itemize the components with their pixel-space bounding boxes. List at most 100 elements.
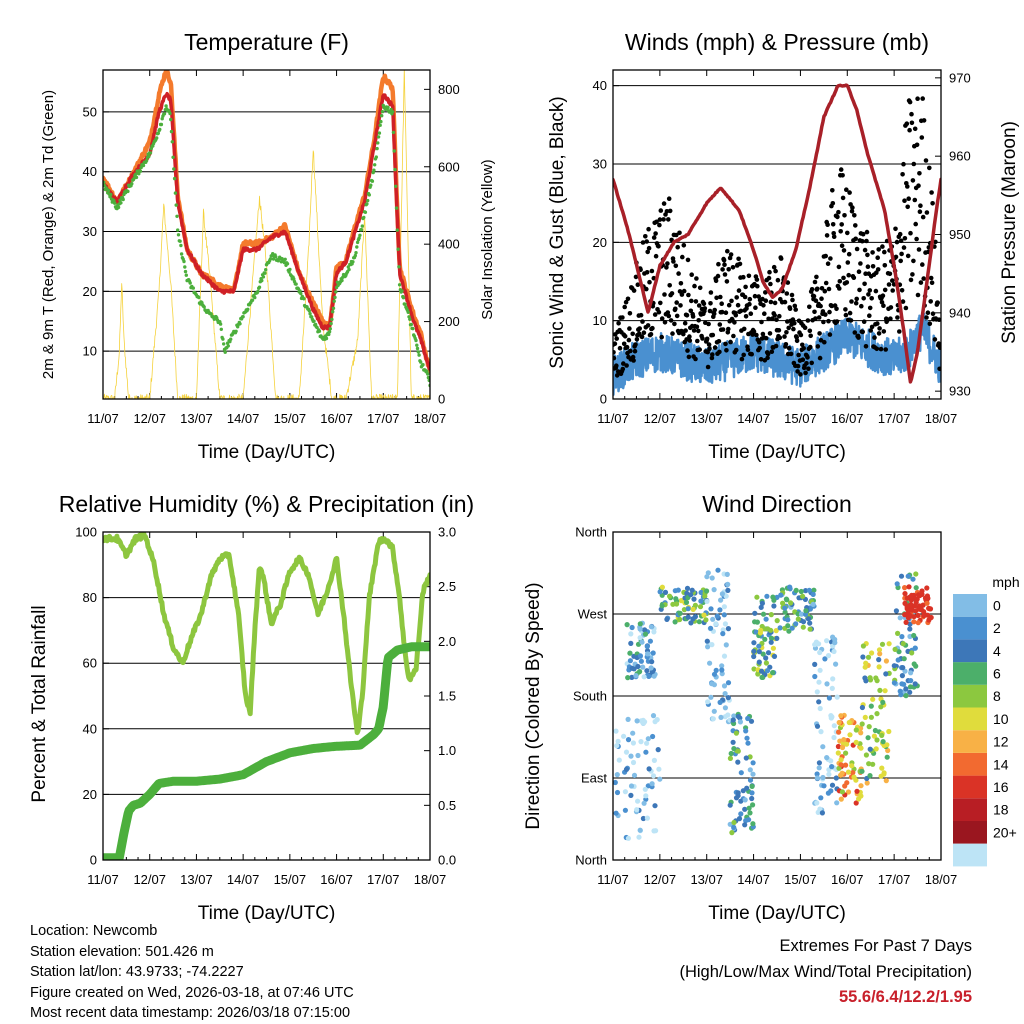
winds-gust-point: [688, 308, 694, 314]
temperature-td-point: [287, 270, 291, 274]
wind_direction-direction-point: [659, 584, 666, 590]
winds-gust-point: [719, 301, 724, 307]
wind_direction-direction-point: [806, 616, 812, 622]
winds-gust-point: [914, 142, 920, 148]
winds-gust-point: [836, 209, 841, 215]
wind_direction-direction-point: [816, 760, 823, 766]
winds-gust-point: [809, 360, 814, 366]
temperature-td-point: [175, 214, 179, 218]
winds-gust-point: [626, 337, 632, 343]
wind_direction-direction-point: [795, 616, 801, 622]
winds-gust-point: [898, 258, 903, 264]
wind_direction-colorbar-swatch: [953, 730, 987, 753]
winds-gust-point: [830, 188, 835, 193]
temperature-td-point: [360, 224, 364, 228]
wind_direction-direction-point: [867, 746, 873, 752]
winds-gust-point: [624, 344, 630, 350]
temperature-xlabel: Time (Day/UTC): [198, 442, 336, 463]
winds-gust-point: [782, 299, 788, 305]
wind_direction-direction-point: [742, 797, 748, 803]
temperature-td-point: [347, 267, 351, 272]
wind_direction-direction-point: [924, 593, 931, 599]
temperature-td-point: [379, 119, 383, 124]
winds-gust-point: [751, 329, 757, 334]
temperature-td-point: [330, 317, 334, 322]
wind_direction-direction-point: [862, 714, 868, 721]
winds-gust-point: [915, 96, 920, 101]
winds-gust-point: [819, 286, 825, 291]
wind_direction-direction-point: [915, 612, 921, 619]
winds-gust-point: [937, 366, 941, 372]
winds-gust-point: [630, 354, 636, 360]
winds-gust-point: [708, 290, 714, 295]
winds-gust-point: [614, 336, 619, 341]
winds-gust-point: [787, 306, 793, 312]
wind_direction-direction-point: [747, 810, 753, 816]
winds-gust-point: [906, 196, 911, 201]
winds-gust-point: [721, 258, 727, 263]
wind_direction-direction-point: [635, 663, 641, 670]
wind_direction-chart: Wind Direction Time (Day/UTC) North East Sou…: [523, 491, 1020, 924]
winds-gust-point: [928, 299, 933, 304]
wind_direction-direction-point: [637, 621, 643, 627]
wind_direction-direction-point: [814, 689, 820, 695]
winds-gust-point: [678, 281, 684, 286]
winds-gust-point: [743, 314, 749, 319]
winds-gust-point: [644, 270, 650, 275]
winds-gust-point: [865, 264, 871, 270]
winds-gust-point: [720, 327, 726, 332]
winds-gust-point: [627, 311, 633, 316]
wind_direction-direction-point: [902, 585, 908, 591]
winds-gust-point: [866, 292, 871, 297]
temperature-td-point: [158, 127, 162, 132]
temperature-series-solar-insolation: [103, 70, 430, 399]
temperature-td-point: [376, 141, 380, 145]
wind_direction-direction-point: [820, 774, 826, 781]
wind_direction-direction-point: [722, 621, 729, 627]
wind_direction-direction-point: [771, 597, 777, 603]
winds-xtick-label: 15/07: [784, 411, 817, 426]
winds-gust-point: [908, 230, 913, 236]
wind_direction-direction-point: [874, 737, 880, 743]
wind_direction-colorbar-label: 12: [993, 734, 1009, 750]
winds-gust-point: [857, 287, 862, 293]
winds-gust-point: [924, 210, 930, 215]
winds-gust-point: [681, 243, 687, 248]
wind_direction-direction-point: [704, 574, 710, 580]
winds-xtick-label: 11/07: [597, 411, 629, 426]
temperature-td-point: [168, 111, 172, 116]
winds-xtick-label: 18/07: [925, 411, 958, 426]
wind_direction-direction-point: [622, 789, 629, 795]
wind_direction-direction-point: [614, 789, 621, 796]
wind_direction-direction-point: [903, 693, 909, 699]
temperature-td-point: [174, 203, 178, 207]
wind_direction-direction-point: [839, 789, 846, 795]
temperature-td-point: [156, 131, 160, 135]
wind_direction-direction-point: [672, 588, 678, 594]
temperature-td-point: [355, 245, 359, 249]
wind_direction-direction-point: [690, 616, 696, 622]
recent-text: Most recent data timestamp: 2026/03/18 0…: [30, 1005, 351, 1021]
wind_direction-direction-point: [727, 755, 734, 762]
winds-data: [613, 83, 941, 396]
wind_direction-direction-point: [638, 739, 644, 745]
winds-gust-point: [695, 338, 700, 344]
temperature-td-point: [197, 295, 201, 300]
winds-gust-point: [689, 298, 694, 304]
wind_direction-direction-point: [745, 740, 751, 746]
wind_direction-direction-point: [751, 648, 757, 655]
winds-gust-point: [880, 293, 886, 299]
wind_direction-direction-point: [650, 773, 657, 779]
temperature-td-point: [264, 268, 268, 272]
winds-gust-point: [806, 366, 811, 372]
temperature-series-2m-t: [103, 91, 430, 371]
temperature-td-point: [182, 259, 186, 264]
winds-gust-point: [798, 372, 803, 377]
wind_direction-direction-point: [786, 628, 792, 634]
wind_direction-direction-point: [760, 611, 767, 617]
winds-gust-point: [794, 335, 799, 340]
temperature-td-point: [366, 198, 370, 203]
wind_direction-direction-point: [613, 728, 619, 734]
winds-series-sonic-wind: [613, 310, 941, 396]
rh_precip-ytick-right-label: 1.5: [438, 689, 456, 704]
